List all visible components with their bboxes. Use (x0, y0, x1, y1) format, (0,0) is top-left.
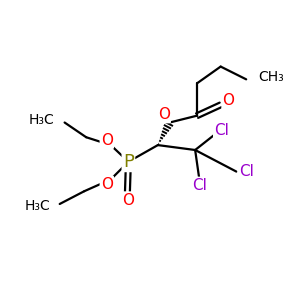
Text: Cl: Cl (239, 164, 254, 179)
Text: P: P (123, 153, 134, 171)
Text: O: O (122, 193, 134, 208)
Text: H₃C: H₃C (24, 199, 50, 213)
Text: H₃C: H₃C (29, 112, 55, 127)
Text: CH₃: CH₃ (258, 70, 284, 84)
Text: O: O (101, 177, 113, 192)
Text: O: O (223, 93, 235, 108)
Text: O: O (158, 107, 170, 122)
Text: Cl: Cl (192, 178, 206, 193)
Text: O: O (101, 133, 113, 148)
Text: Cl: Cl (214, 123, 229, 138)
